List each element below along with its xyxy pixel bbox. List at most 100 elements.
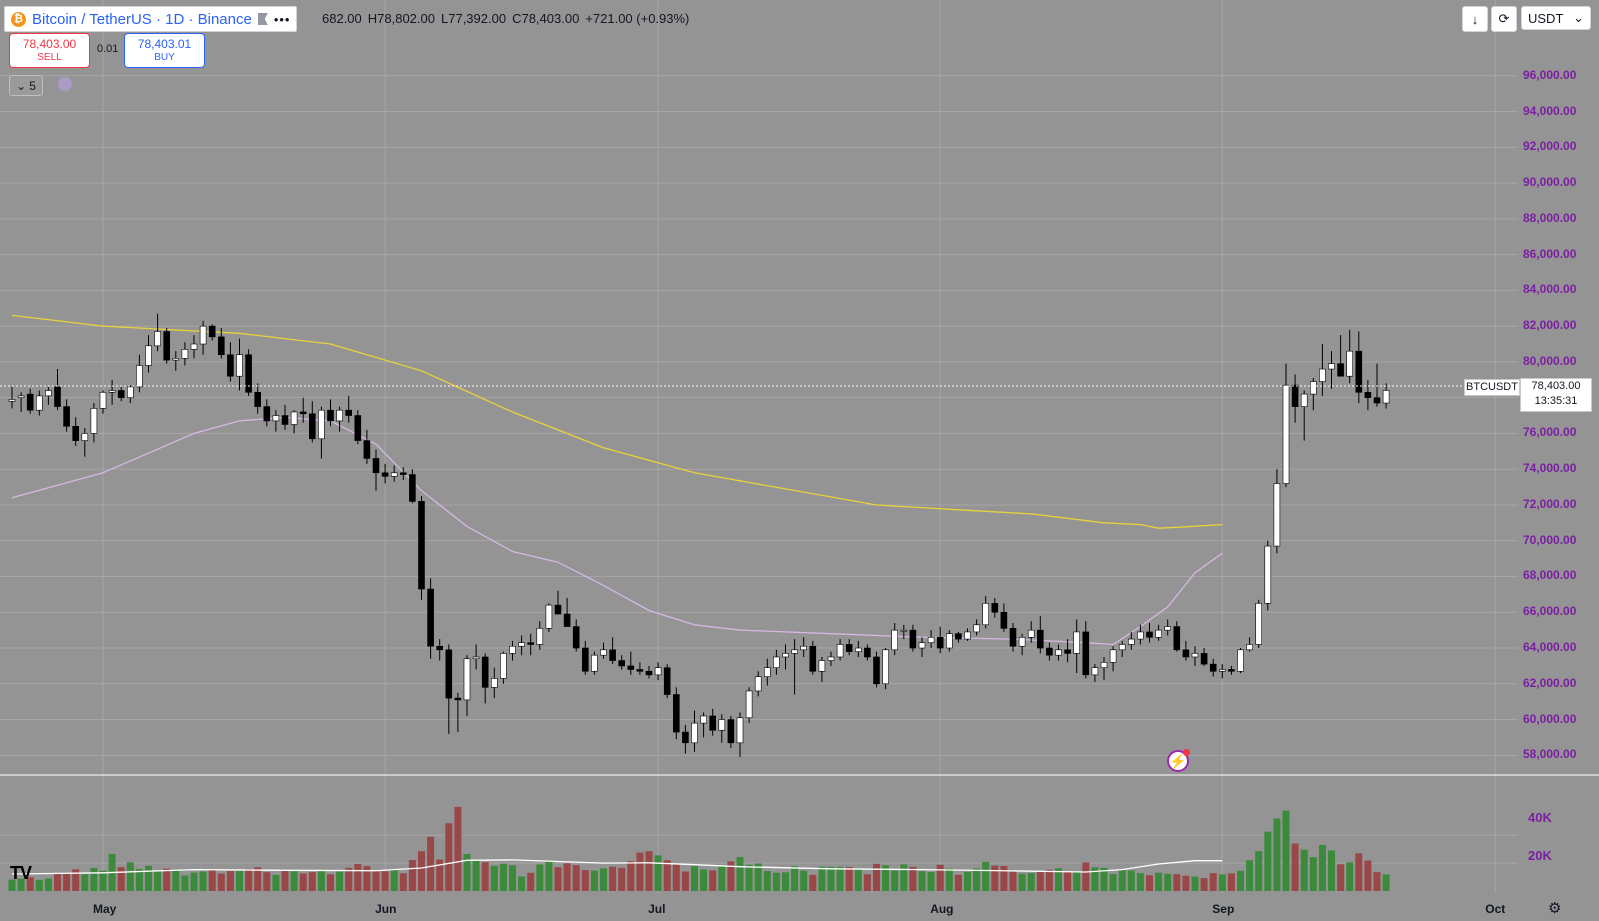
- volume-bar: [345, 867, 353, 891]
- candle-body: [1027, 629, 1035, 638]
- candle-body: [1246, 644, 1253, 651]
- sync-button[interactable]: ⟳: [1491, 6, 1517, 32]
- candle-body: [381, 472, 389, 477]
- time-axis-label: Oct: [1485, 902, 1506, 916]
- candle-body: [8, 399, 16, 402]
- candle-body: [763, 667, 771, 677]
- volume-bar: [54, 873, 61, 891]
- volume-bar: [763, 871, 771, 891]
- candle-body: [927, 636, 935, 643]
- candle-body: [327, 409, 334, 422]
- volume-bar: [317, 870, 325, 891]
- volume-bar: [1309, 857, 1317, 891]
- currency-select[interactable]: USDT ⌄: [1521, 6, 1591, 30]
- candle-body: [1000, 611, 1008, 629]
- flag-icon[interactable]: [257, 13, 268, 25]
- volume-bar: [973, 868, 981, 891]
- gear-icon[interactable]: ⚙: [1548, 900, 1562, 917]
- candle-body: [336, 409, 343, 422]
- download-button[interactable]: ↓: [1462, 6, 1488, 32]
- candle-body: [782, 653, 789, 658]
- volume-bar: [927, 872, 935, 891]
- moving-average-slow: [11, 314, 1223, 529]
- tradingview-logo[interactable]: TV: [10, 863, 32, 883]
- volume-bar: [572, 865, 580, 891]
- symbol-legend[interactable]: ₿ Bitcoin / TetherUS · 1D · Binance •••: [4, 6, 298, 32]
- candle-body: [682, 731, 689, 744]
- lightning-icon[interactable]: ⚡: [1167, 749, 1190, 772]
- ohlc-high: H78,802.00: [367, 11, 435, 26]
- buy-button[interactable]: 78,403.01 BUY: [124, 33, 205, 68]
- volume-bar: [163, 868, 171, 891]
- candle-body: [1055, 649, 1062, 656]
- sell-label: SELL: [37, 51, 62, 63]
- volume-bar: [281, 871, 289, 891]
- volume-bar: [1328, 850, 1335, 891]
- volume-bar: [1036, 871, 1044, 891]
- candle-body: [154, 331, 161, 347]
- candle-body: [354, 415, 362, 441]
- volume-bar: [1000, 865, 1008, 891]
- volume-bar: [654, 855, 662, 891]
- buy-price: 78,403.01: [137, 36, 192, 51]
- price-axis-label: 92,000.00: [1523, 139, 1577, 154]
- volume-bar: [126, 862, 134, 891]
- volume-bar: [463, 853, 471, 891]
- candle-body: [845, 644, 853, 652]
- candle-body: [955, 633, 962, 640]
- volume-bar: [1146, 875, 1153, 891]
- volume-bar: [581, 870, 589, 891]
- candle-body: [964, 631, 971, 640]
- volume-bar: [1109, 873, 1117, 891]
- candle-body: [882, 649, 889, 685]
- volume-bar: [427, 836, 435, 891]
- candle-body: [500, 653, 507, 679]
- volume-bar: [44, 878, 52, 891]
- price-axis-label: 80,000.00: [1523, 353, 1577, 368]
- volume-bar: [827, 866, 835, 891]
- indicators-toggle[interactable]: ⌄ 5: [9, 75, 43, 96]
- volume-bar: [1027, 873, 1035, 891]
- candle-body: [1319, 368, 1326, 382]
- volume-bar: [445, 823, 453, 891]
- volume-bar: [982, 861, 990, 891]
- more-options-icon[interactable]: •••: [273, 11, 291, 27]
- volume-bar: [1255, 851, 1263, 891]
- candle-body: [290, 411, 298, 425]
- volume-bar: [1364, 860, 1372, 891]
- time-axis-label: Jun: [375, 902, 397, 916]
- volume-bar: [1373, 872, 1381, 891]
- sell-button[interactable]: 78,403.00 SELL: [9, 33, 90, 68]
- candle-body: [17, 395, 25, 398]
- candlestick-series: [8, 313, 1390, 758]
- volume-moving-average: [11, 859, 1223, 875]
- volume-axis-label-40k: 40K: [1528, 810, 1552, 825]
- volume-bar: [354, 863, 362, 891]
- candle-body: [227, 354, 234, 377]
- volume-bar: [991, 865, 999, 891]
- indicator-settings-icon[interactable]: [58, 77, 72, 91]
- candle-body: [545, 604, 553, 629]
- candle-body: [572, 626, 580, 649]
- volume-bar: [754, 863, 762, 891]
- symbol-title[interactable]: Bitcoin / TetherUS · 1D · Binance: [32, 10, 252, 28]
- candle-body: [800, 645, 808, 651]
- candle-body: [26, 393, 34, 411]
- chevron-down-icon: ⌄: [16, 78, 27, 93]
- candle-body: [672, 694, 680, 733]
- volume-bar: [836, 866, 844, 891]
- volume-bar: [499, 863, 507, 891]
- volume-bar: [909, 866, 917, 891]
- candle-body: [1300, 393, 1308, 407]
- volume-bar: [536, 864, 544, 891]
- price-axis-label: 68,000.00: [1523, 568, 1577, 583]
- volume-bar: [663, 860, 671, 891]
- candle-body: [709, 715, 717, 731]
- volume-bar: [782, 872, 789, 891]
- candle-body: [854, 647, 862, 652]
- currency-label: USDT: [1528, 10, 1564, 26]
- volume-bar: [1155, 872, 1163, 891]
- candle-body: [1009, 628, 1017, 647]
- volume-bar: [964, 871, 971, 891]
